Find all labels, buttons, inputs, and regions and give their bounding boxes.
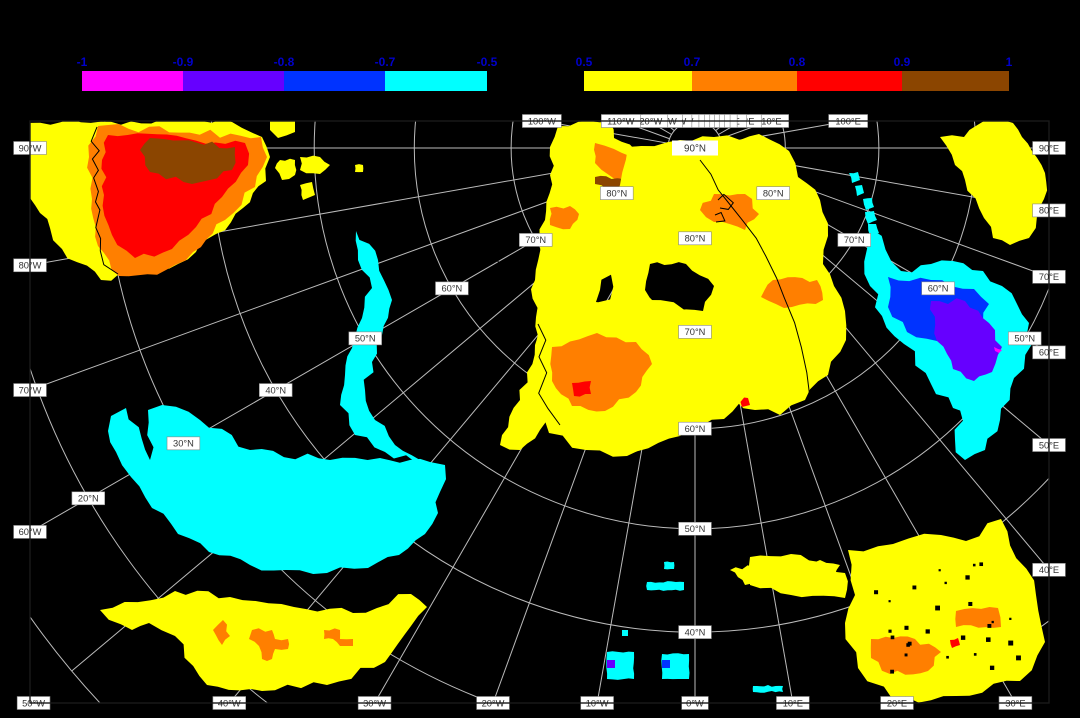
svg-text:70°N: 70°N	[685, 327, 706, 337]
svg-text:-0.8: -0.8	[274, 55, 295, 69]
svg-text:-0.7: -0.7	[375, 55, 396, 69]
svg-text:80°N: 80°N	[606, 188, 627, 198]
svg-text:40°N: 40°N	[685, 627, 706, 637]
svg-text:0.5: 0.5	[576, 55, 593, 69]
svg-text:60°N: 60°N	[685, 424, 706, 434]
svg-text:70°N: 70°N	[525, 235, 546, 245]
svg-text:60°N: 60°N	[442, 284, 463, 294]
svg-text:90°N: 90°N	[684, 144, 706, 155]
svg-text:30°N: 30°N	[173, 439, 194, 449]
svg-text:50°N: 50°N	[685, 524, 706, 534]
svg-text:50°N: 50°N	[355, 334, 376, 344]
svg-text:70°N: 70°N	[844, 235, 865, 245]
svg-text:0.7: 0.7	[684, 55, 701, 69]
svg-text:80°N: 80°N	[685, 234, 706, 244]
svg-text:40°N: 40°N	[265, 385, 286, 395]
svg-text:-1: -1	[77, 55, 88, 69]
svg-text:80°N: 80°N	[763, 188, 784, 198]
svg-text:60°N: 60°N	[928, 284, 949, 294]
svg-text:0.9: 0.9	[894, 55, 911, 69]
svg-text:-0.5: -0.5	[477, 55, 498, 69]
svg-text:-0.9: -0.9	[173, 55, 194, 69]
svg-text:50°N: 50°N	[1014, 334, 1035, 344]
svg-text:1: 1	[1006, 55, 1013, 69]
svg-text:20°N: 20°N	[78, 494, 99, 504]
svg-text:0.8: 0.8	[789, 55, 806, 69]
